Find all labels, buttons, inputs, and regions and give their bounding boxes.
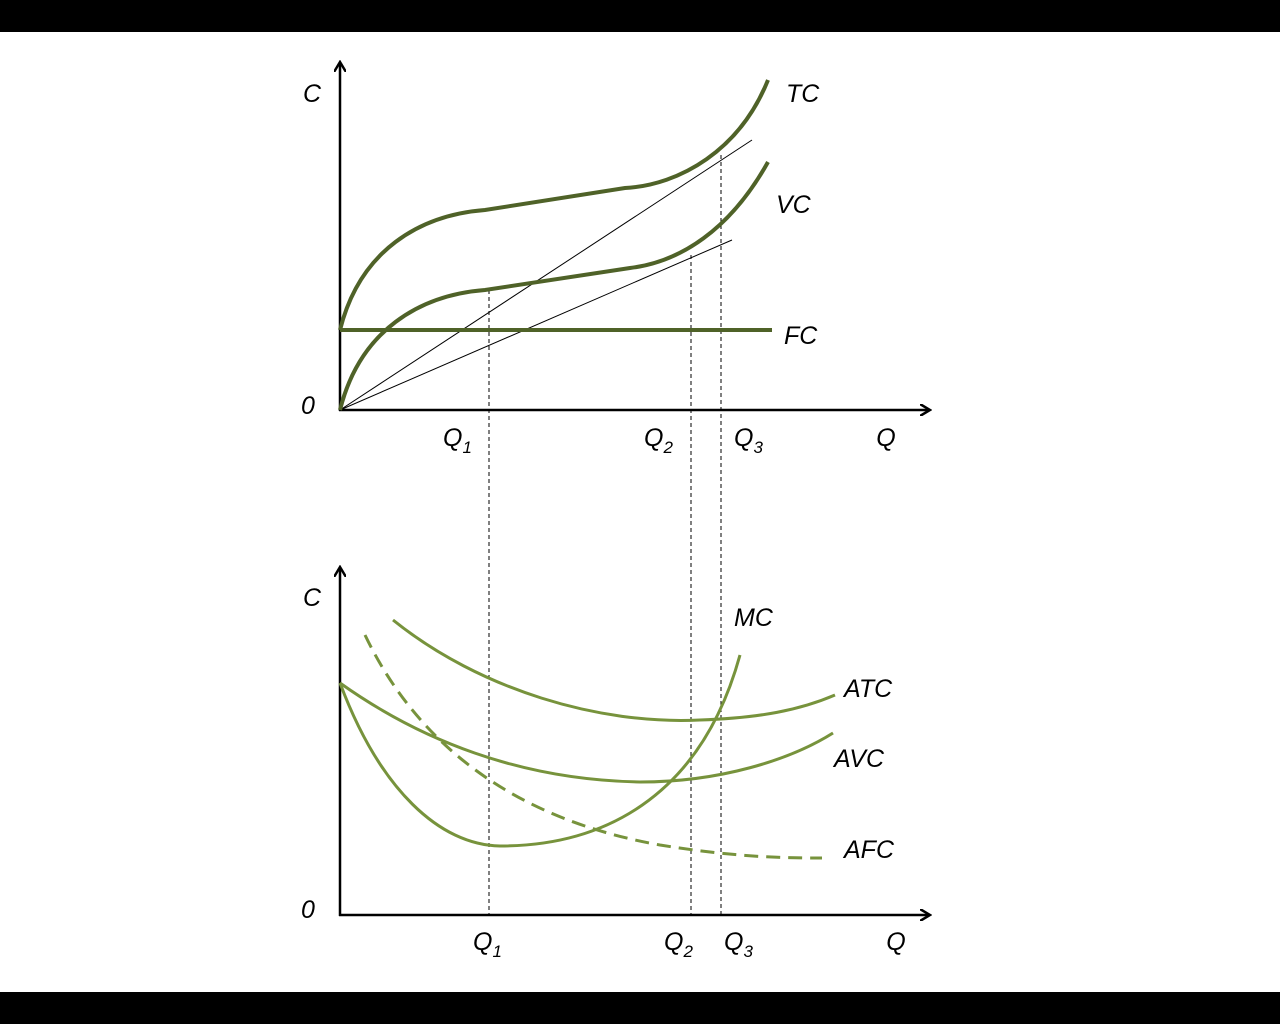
tc-curve <box>338 79 770 331</box>
mc-curve <box>338 654 742 848</box>
curve-label: ATC <box>842 675 893 703</box>
bottom-bar <box>0 992 1280 1024</box>
y-label: C <box>303 584 322 612</box>
x-label: Q <box>886 928 905 956</box>
atc-curve <box>392 618 836 722</box>
ray <box>339 239 733 411</box>
curve-label: MC <box>734 604 774 632</box>
guides <box>488 155 722 915</box>
x-tick: Q3 <box>734 424 763 457</box>
x-label: Q <box>876 424 895 452</box>
ray <box>339 139 753 411</box>
x-tick: Q3 <box>724 928 753 961</box>
origin: 0 <box>301 392 315 420</box>
afc-curve <box>363 634 823 860</box>
x-tick: Q2 <box>664 928 693 961</box>
curve-label: AVC <box>832 745 885 773</box>
curve-label: TC <box>786 80 820 108</box>
curve-label: VC <box>776 191 812 219</box>
x-tick: Q1 <box>473 928 502 961</box>
top-chart: C 0 Q1 Q2 Q3 Q TC VC FC <box>301 62 930 457</box>
curve-label: AFC <box>842 836 895 864</box>
curve-label: FC <box>784 322 818 350</box>
avc-curve <box>339 681 834 784</box>
top-bar <box>0 0 1280 32</box>
x-tick: Q2 <box>644 424 673 457</box>
origin: 0 <box>301 896 315 924</box>
bottom-chart: C 0 Q1 Q2 Q3 Q MC ATC AVC AFC <box>301 567 930 961</box>
y-label: C <box>303 80 322 108</box>
vc-curve <box>338 161 770 411</box>
x-tick: Q1 <box>443 424 472 457</box>
